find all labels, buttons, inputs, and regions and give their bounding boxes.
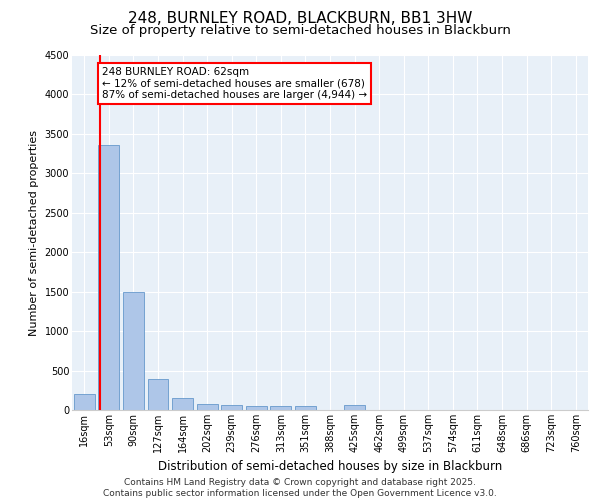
Bar bbox=[123, 292, 144, 410]
Text: 248 BURNLEY ROAD: 62sqm
← 12% of semi-detached houses are smaller (678)
87% of s: 248 BURNLEY ROAD: 62sqm ← 12% of semi-de… bbox=[102, 67, 367, 100]
Bar bbox=[197, 404, 218, 410]
Text: Size of property relative to semi-detached houses in Blackburn: Size of property relative to semi-detach… bbox=[89, 24, 511, 37]
Bar bbox=[74, 394, 95, 410]
Text: 248, BURNLEY ROAD, BLACKBURN, BB1 3HW: 248, BURNLEY ROAD, BLACKBURN, BB1 3HW bbox=[128, 11, 472, 26]
Bar bbox=[98, 145, 119, 410]
Bar bbox=[221, 405, 242, 410]
Bar bbox=[344, 406, 365, 410]
Bar bbox=[246, 406, 267, 410]
Text: Contains HM Land Registry data © Crown copyright and database right 2025.
Contai: Contains HM Land Registry data © Crown c… bbox=[103, 478, 497, 498]
X-axis label: Distribution of semi-detached houses by size in Blackburn: Distribution of semi-detached houses by … bbox=[158, 460, 502, 473]
Bar bbox=[172, 398, 193, 410]
Bar bbox=[148, 379, 169, 410]
Bar bbox=[295, 406, 316, 410]
Bar bbox=[271, 406, 292, 410]
Y-axis label: Number of semi-detached properties: Number of semi-detached properties bbox=[29, 130, 39, 336]
